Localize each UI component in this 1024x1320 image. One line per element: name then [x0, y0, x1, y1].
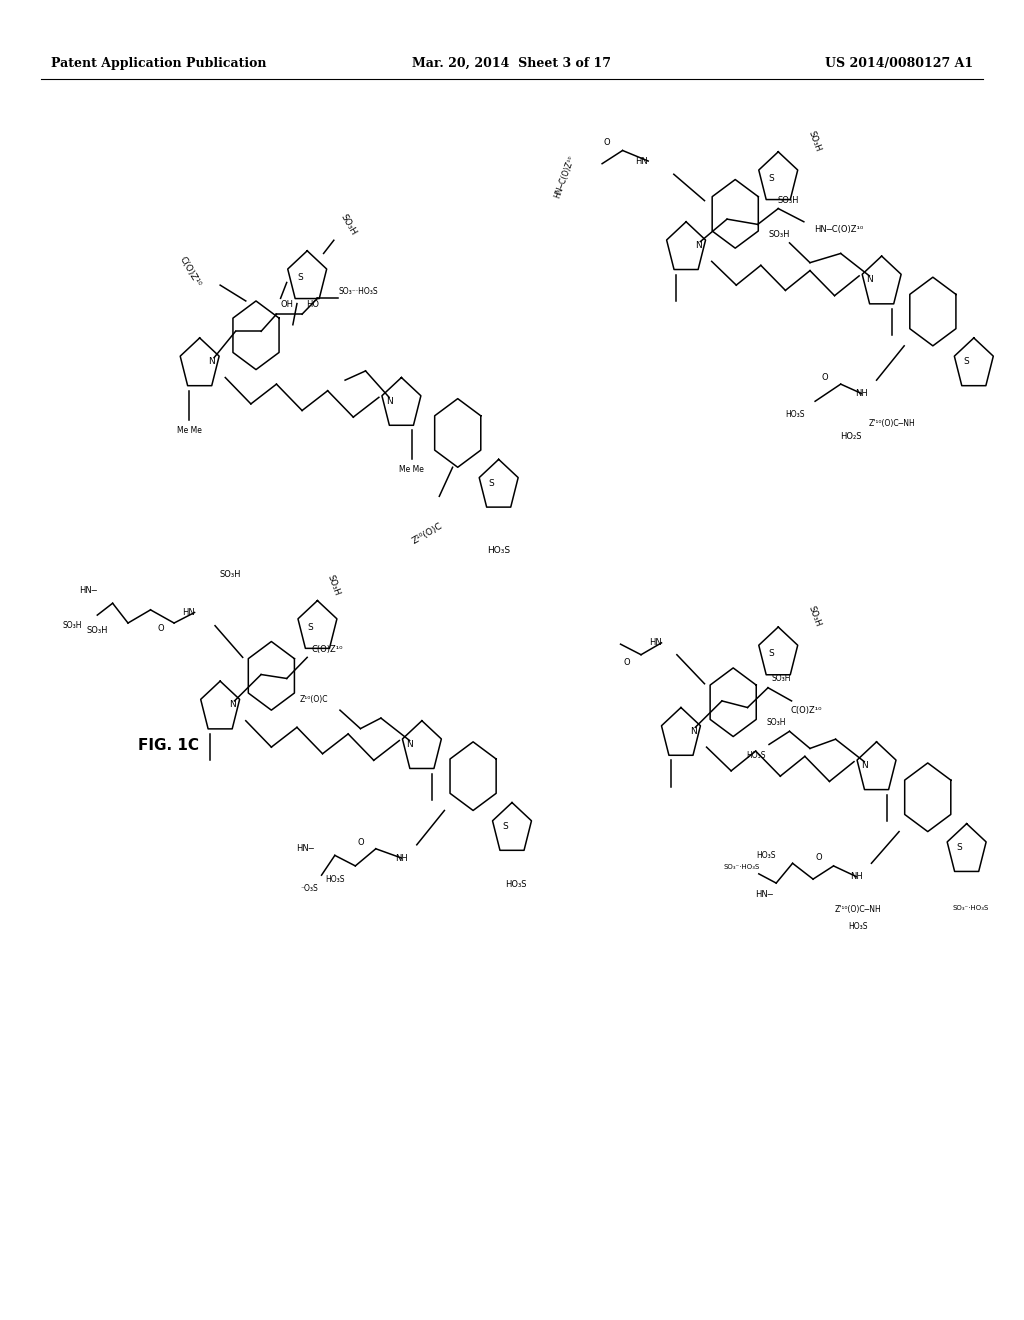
Text: HO₃S: HO₃S — [784, 411, 805, 418]
Text: Mar. 20, 2014  Sheet 3 of 17: Mar. 20, 2014 Sheet 3 of 17 — [413, 57, 611, 70]
Text: N: N — [695, 242, 701, 249]
Text: S: S — [307, 623, 313, 631]
Text: N: N — [209, 358, 215, 366]
Text: SO₃⁻·HO₃S: SO₃⁻·HO₃S — [723, 865, 760, 870]
Text: HO₃S: HO₃S — [506, 880, 526, 888]
Text: O: O — [604, 139, 610, 147]
Text: HO₃S: HO₃S — [325, 875, 345, 883]
Text: HN─C(O)Z¹⁰: HN─C(O)Z¹⁰ — [553, 154, 577, 199]
Text: HO: HO — [306, 301, 318, 309]
Text: O: O — [816, 854, 822, 862]
Text: NH: NH — [850, 873, 862, 880]
Text: HN─: HN─ — [297, 845, 314, 853]
Text: SO₃H: SO₃H — [339, 213, 357, 236]
Text: NH: NH — [855, 389, 867, 397]
Text: Z¹⁰(O)C: Z¹⁰(O)C — [411, 521, 443, 545]
Text: ⁻O₃S: ⁻O₃S — [300, 884, 318, 892]
Text: S: S — [502, 822, 508, 830]
Text: Me Me: Me Me — [177, 426, 202, 434]
Text: HN─C(O)Z¹⁰: HN─C(O)Z¹⁰ — [814, 226, 863, 234]
Text: N: N — [866, 276, 872, 284]
Text: SO₃H: SO₃H — [806, 129, 822, 153]
Text: US 2014/0080127 A1: US 2014/0080127 A1 — [824, 57, 973, 70]
Text: Me Me: Me Me — [399, 466, 424, 474]
Text: SO₃⁻·HO₃S: SO₃⁻·HO₃S — [339, 288, 378, 296]
Text: HO₃S: HO₃S — [757, 851, 776, 859]
Text: N: N — [229, 701, 236, 709]
Text: O: O — [357, 838, 364, 846]
Text: SO₃H: SO₃H — [778, 197, 799, 205]
Text: SO₃H: SO₃H — [806, 605, 822, 628]
Text: NH: NH — [395, 854, 408, 862]
Text: S: S — [956, 843, 963, 851]
Text: O: O — [158, 624, 164, 632]
Text: HN: HN — [636, 157, 648, 165]
Text: SO₃H: SO₃H — [326, 573, 342, 597]
Text: SO₃H: SO₃H — [766, 718, 786, 726]
Text: O: O — [624, 659, 630, 667]
Text: SO₃H: SO₃H — [771, 675, 792, 682]
Text: N: N — [861, 762, 867, 770]
Text: FIG. 1C: FIG. 1C — [138, 738, 200, 754]
Text: Z¹⁰(O)C: Z¹⁰(O)C — [299, 696, 328, 704]
Text: S: S — [488, 479, 495, 487]
Text: SO₃H: SO₃H — [220, 570, 241, 578]
Text: S: S — [768, 649, 774, 657]
Text: C(O)Z¹⁰: C(O)Z¹⁰ — [312, 645, 343, 653]
Text: C(O)Z¹⁰: C(O)Z¹⁰ — [177, 255, 202, 289]
Text: HN─: HN─ — [80, 586, 97, 594]
Text: S: S — [964, 358, 970, 366]
Text: N: N — [386, 397, 392, 405]
Text: HN: HN — [182, 609, 195, 616]
Text: HN─: HN─ — [755, 891, 773, 899]
Text: O: O — [821, 374, 827, 381]
Text: S: S — [768, 174, 774, 182]
Text: SO₃H: SO₃H — [62, 622, 82, 630]
Text: OH: OH — [281, 301, 293, 309]
Text: HO₃S: HO₃S — [745, 751, 766, 759]
Text: SO₃H: SO₃H — [86, 627, 108, 635]
Text: SO₃H: SO₃H — [769, 231, 790, 239]
Text: N: N — [407, 741, 413, 748]
Text: SO₃⁻·HO₃S: SO₃⁻·HO₃S — [952, 906, 989, 911]
Text: HO₂S: HO₂S — [841, 433, 861, 441]
Text: Patent Application Publication: Patent Application Publication — [51, 57, 266, 70]
Text: HN: HN — [649, 639, 662, 647]
Text: C(O)Z¹⁰: C(O)Z¹⁰ — [791, 706, 821, 714]
Text: N: N — [690, 727, 696, 735]
Text: HO₃S: HO₃S — [848, 923, 868, 931]
Text: S: S — [297, 273, 303, 281]
Text: HO₃S: HO₃S — [487, 546, 510, 556]
Text: Z'¹⁰(O)C─NH: Z'¹⁰(O)C─NH — [835, 906, 882, 913]
Text: Z'¹⁰(O)C─NH: Z'¹⁰(O)C─NH — [868, 420, 915, 428]
